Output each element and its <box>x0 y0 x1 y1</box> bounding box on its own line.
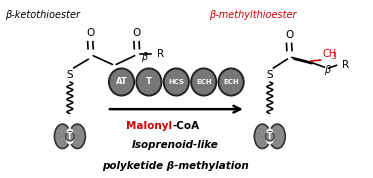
Text: ECH: ECH <box>196 79 211 85</box>
Ellipse shape <box>66 132 74 141</box>
Text: Malonyl: Malonyl <box>126 121 173 131</box>
Text: β: β <box>141 53 147 62</box>
Text: R: R <box>342 60 349 70</box>
Text: T: T <box>67 132 73 141</box>
Text: T: T <box>146 77 152 87</box>
Ellipse shape <box>191 68 216 96</box>
Ellipse shape <box>266 128 274 145</box>
Ellipse shape <box>69 124 85 148</box>
Ellipse shape <box>66 128 74 145</box>
Text: β: β <box>324 65 330 75</box>
Text: AT: AT <box>116 77 128 87</box>
Text: HCS: HCS <box>168 79 184 85</box>
Ellipse shape <box>109 68 134 96</box>
Text: β-methylthioester: β-methylthioester <box>209 10 296 20</box>
Text: polyketide β-methylation: polyketide β-methylation <box>102 161 249 171</box>
Text: CH: CH <box>322 49 336 59</box>
Text: ECH: ECH <box>223 79 239 85</box>
Ellipse shape <box>164 68 189 96</box>
Ellipse shape <box>269 124 285 148</box>
Ellipse shape <box>254 124 270 148</box>
Ellipse shape <box>266 132 274 141</box>
Text: T: T <box>267 132 273 141</box>
Ellipse shape <box>137 68 162 96</box>
Text: Isoprenoid-like: Isoprenoid-like <box>132 140 219 150</box>
Text: S: S <box>266 70 273 80</box>
Text: -CoA: -CoA <box>173 121 200 131</box>
Ellipse shape <box>54 124 70 148</box>
Text: β-ketothioester: β-ketothioester <box>5 10 80 20</box>
Text: R: R <box>157 49 164 59</box>
Text: O: O <box>285 30 293 40</box>
Ellipse shape <box>219 68 244 96</box>
Text: S: S <box>66 70 73 80</box>
Text: 3: 3 <box>332 52 336 61</box>
Text: O: O <box>132 28 141 38</box>
Text: O: O <box>86 28 94 38</box>
